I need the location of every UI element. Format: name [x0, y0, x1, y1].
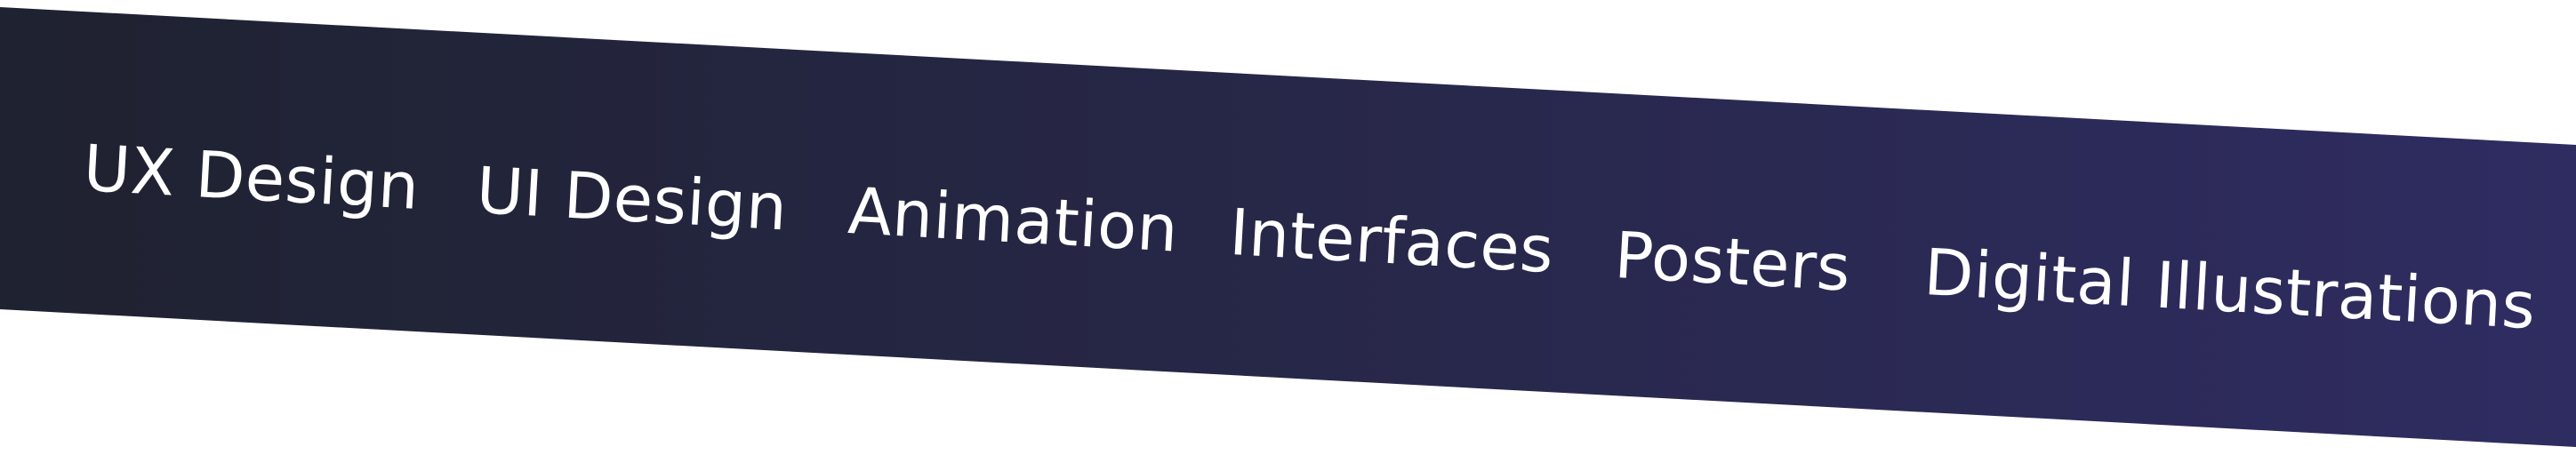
- banner-item-ui-design[interactable]: UI Design: [474, 153, 790, 245]
- banner-item-ux-design[interactable]: UX Design: [81, 131, 421, 224]
- banner-item-interfaces[interactable]: Interfaces: [1227, 195, 1556, 288]
- banner-item-posters[interactable]: Posters: [1612, 218, 1853, 306]
- banner-item-digital-illustrations[interactable]: Digital Illustrations: [1922, 235, 2538, 344]
- banner-ribbon-shape: [0, 7, 2576, 447]
- banner-item-animation[interactable]: Animation: [846, 173, 1181, 267]
